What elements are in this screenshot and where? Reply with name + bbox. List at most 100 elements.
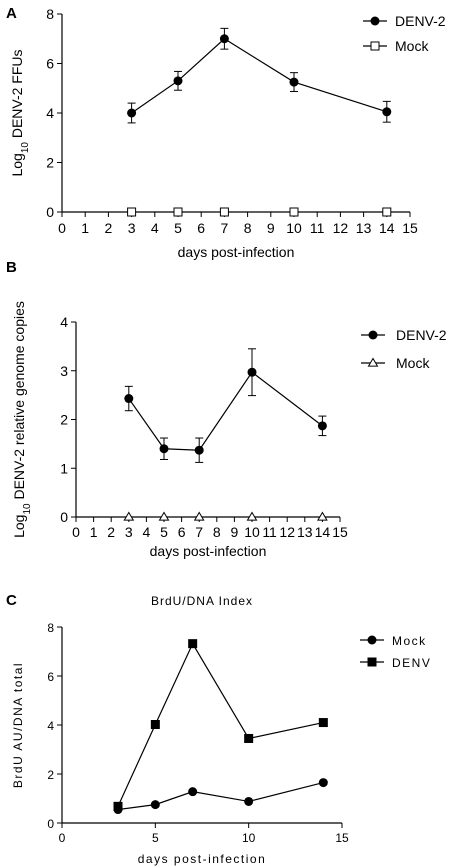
legend-label: Mock bbox=[392, 634, 427, 648]
x-tick-label: 15 bbox=[402, 220, 418, 236]
legend-marker bbox=[370, 16, 380, 26]
data-point bbox=[244, 796, 254, 806]
data-point bbox=[289, 207, 299, 217]
y-axis-label: BrdU AU/DNA total bbox=[11, 662, 25, 788]
y-tick-label: 0 bbox=[47, 817, 54, 831]
panel-letter: A bbox=[6, 5, 17, 22]
y-axis-label-subscript: 10 bbox=[20, 142, 31, 154]
x-tick-label: 5 bbox=[160, 524, 168, 540]
y-tick-label: 4 bbox=[46, 105, 54, 121]
legend-item: Mock bbox=[361, 355, 430, 371]
y-axis-label: Log10 DENV-2 FFUs bbox=[9, 49, 31, 176]
x-tick-label: 2 bbox=[105, 220, 113, 236]
legend-marker bbox=[367, 357, 379, 367]
data-point bbox=[219, 207, 229, 217]
data-point bbox=[246, 511, 258, 521]
y-tick-label: 3 bbox=[60, 363, 68, 379]
x-tick-label: 0 bbox=[58, 220, 66, 236]
data-point bbox=[127, 108, 137, 118]
data-point bbox=[123, 511, 135, 521]
x-tick-label: 8 bbox=[213, 524, 221, 540]
data-point bbox=[150, 720, 160, 730]
y-tick-label: 2 bbox=[47, 768, 54, 782]
panel-letter: B bbox=[6, 259, 17, 276]
legend-item: Mock bbox=[360, 634, 427, 648]
y-axis-label-part: Log bbox=[9, 153, 25, 176]
data-point bbox=[382, 107, 392, 117]
y-axis-label: Log10 DENV-2 relative genome copies bbox=[11, 301, 33, 538]
x-axis-label: days post-infection bbox=[178, 244, 295, 260]
x-tick-label: 10 bbox=[286, 220, 302, 236]
y-tick-label: 8 bbox=[46, 6, 54, 22]
y-axis-label-part: DENV-2 FFUs bbox=[9, 49, 25, 142]
data-point bbox=[317, 511, 328, 521]
data-point bbox=[173, 207, 183, 217]
legend-label: Mock bbox=[396, 355, 430, 371]
legend-item: DENV-2 bbox=[363, 13, 446, 29]
series-mock bbox=[123, 511, 328, 521]
x-tick-label: 15 bbox=[335, 831, 349, 845]
y-tick-label: 0 bbox=[60, 509, 68, 525]
data-point bbox=[188, 787, 198, 797]
series-line bbox=[117, 642, 324, 807]
y-axis-label-subscript: 10 bbox=[22, 503, 33, 515]
data-point bbox=[318, 778, 328, 788]
y-tick-label: 4 bbox=[47, 719, 54, 733]
legend-marker bbox=[367, 635, 377, 645]
y-tick-label: 2 bbox=[60, 412, 68, 428]
x-tick-label: 1 bbox=[90, 524, 98, 540]
x-axis-label: days post-infection bbox=[138, 852, 267, 866]
series-line bbox=[131, 38, 387, 114]
data-point bbox=[318, 718, 328, 728]
y-axis-label-part: BrdU AU/DNA total bbox=[11, 662, 25, 788]
data-point bbox=[124, 394, 134, 404]
legend-label: DENV-2 bbox=[395, 13, 446, 29]
data-point bbox=[188, 639, 198, 649]
x-tick-label: 9 bbox=[267, 220, 275, 236]
y-axis-label-part: DENV-2 relative genome copies bbox=[11, 301, 27, 503]
x-tick-label: 10 bbox=[244, 524, 260, 540]
legend-item: DENV-2 bbox=[361, 327, 447, 343]
x-tick-label: 9 bbox=[231, 524, 239, 540]
x-tick-label: 0 bbox=[72, 524, 80, 540]
x-tick-label: 7 bbox=[221, 220, 229, 236]
legend-item: DENV bbox=[360, 656, 431, 670]
y-tick-label: 0 bbox=[46, 204, 54, 220]
data-point bbox=[382, 207, 392, 217]
legend-marker bbox=[370, 41, 380, 51]
x-tick-label: 15 bbox=[332, 524, 348, 540]
data-point bbox=[219, 34, 229, 44]
series-mock bbox=[127, 207, 392, 217]
y-tick-label: 8 bbox=[47, 621, 54, 635]
y-axis-label-part: Log bbox=[11, 515, 27, 538]
chart-title: BrdU/DNA Index bbox=[151, 594, 253, 608]
data-point bbox=[150, 800, 160, 810]
y-tick-label: 2 bbox=[46, 155, 54, 171]
legend-label: DENV bbox=[392, 656, 431, 670]
x-tick-label: 1 bbox=[81, 220, 89, 236]
x-tick-label: 12 bbox=[333, 220, 349, 236]
x-tick-label: 13 bbox=[297, 524, 313, 540]
x-tick-label: 6 bbox=[197, 220, 205, 236]
x-tick-label: 13 bbox=[356, 220, 372, 236]
data-point bbox=[158, 511, 170, 521]
x-tick-label: 4 bbox=[151, 220, 159, 236]
legend-marker bbox=[367, 657, 377, 667]
data-point bbox=[127, 207, 137, 217]
series-mock bbox=[113, 778, 328, 815]
x-tick-label: 14 bbox=[379, 220, 395, 236]
data-point bbox=[173, 76, 183, 86]
series-denv-2 bbox=[124, 348, 327, 463]
x-tick-label: 12 bbox=[279, 524, 295, 540]
legend-item: Mock bbox=[363, 38, 429, 54]
legend-label: Mock bbox=[395, 38, 429, 54]
data-point bbox=[289, 77, 299, 87]
series-line bbox=[128, 371, 323, 451]
series-line bbox=[117, 781, 324, 811]
x-tick-label: 2 bbox=[107, 524, 115, 540]
x-tick-label: 5 bbox=[152, 831, 159, 845]
chart-panel-c: C BrdU/DNA Index 0 5 10 15 0 2 4 6 8 days post-infe… bbox=[6, 592, 431, 866]
